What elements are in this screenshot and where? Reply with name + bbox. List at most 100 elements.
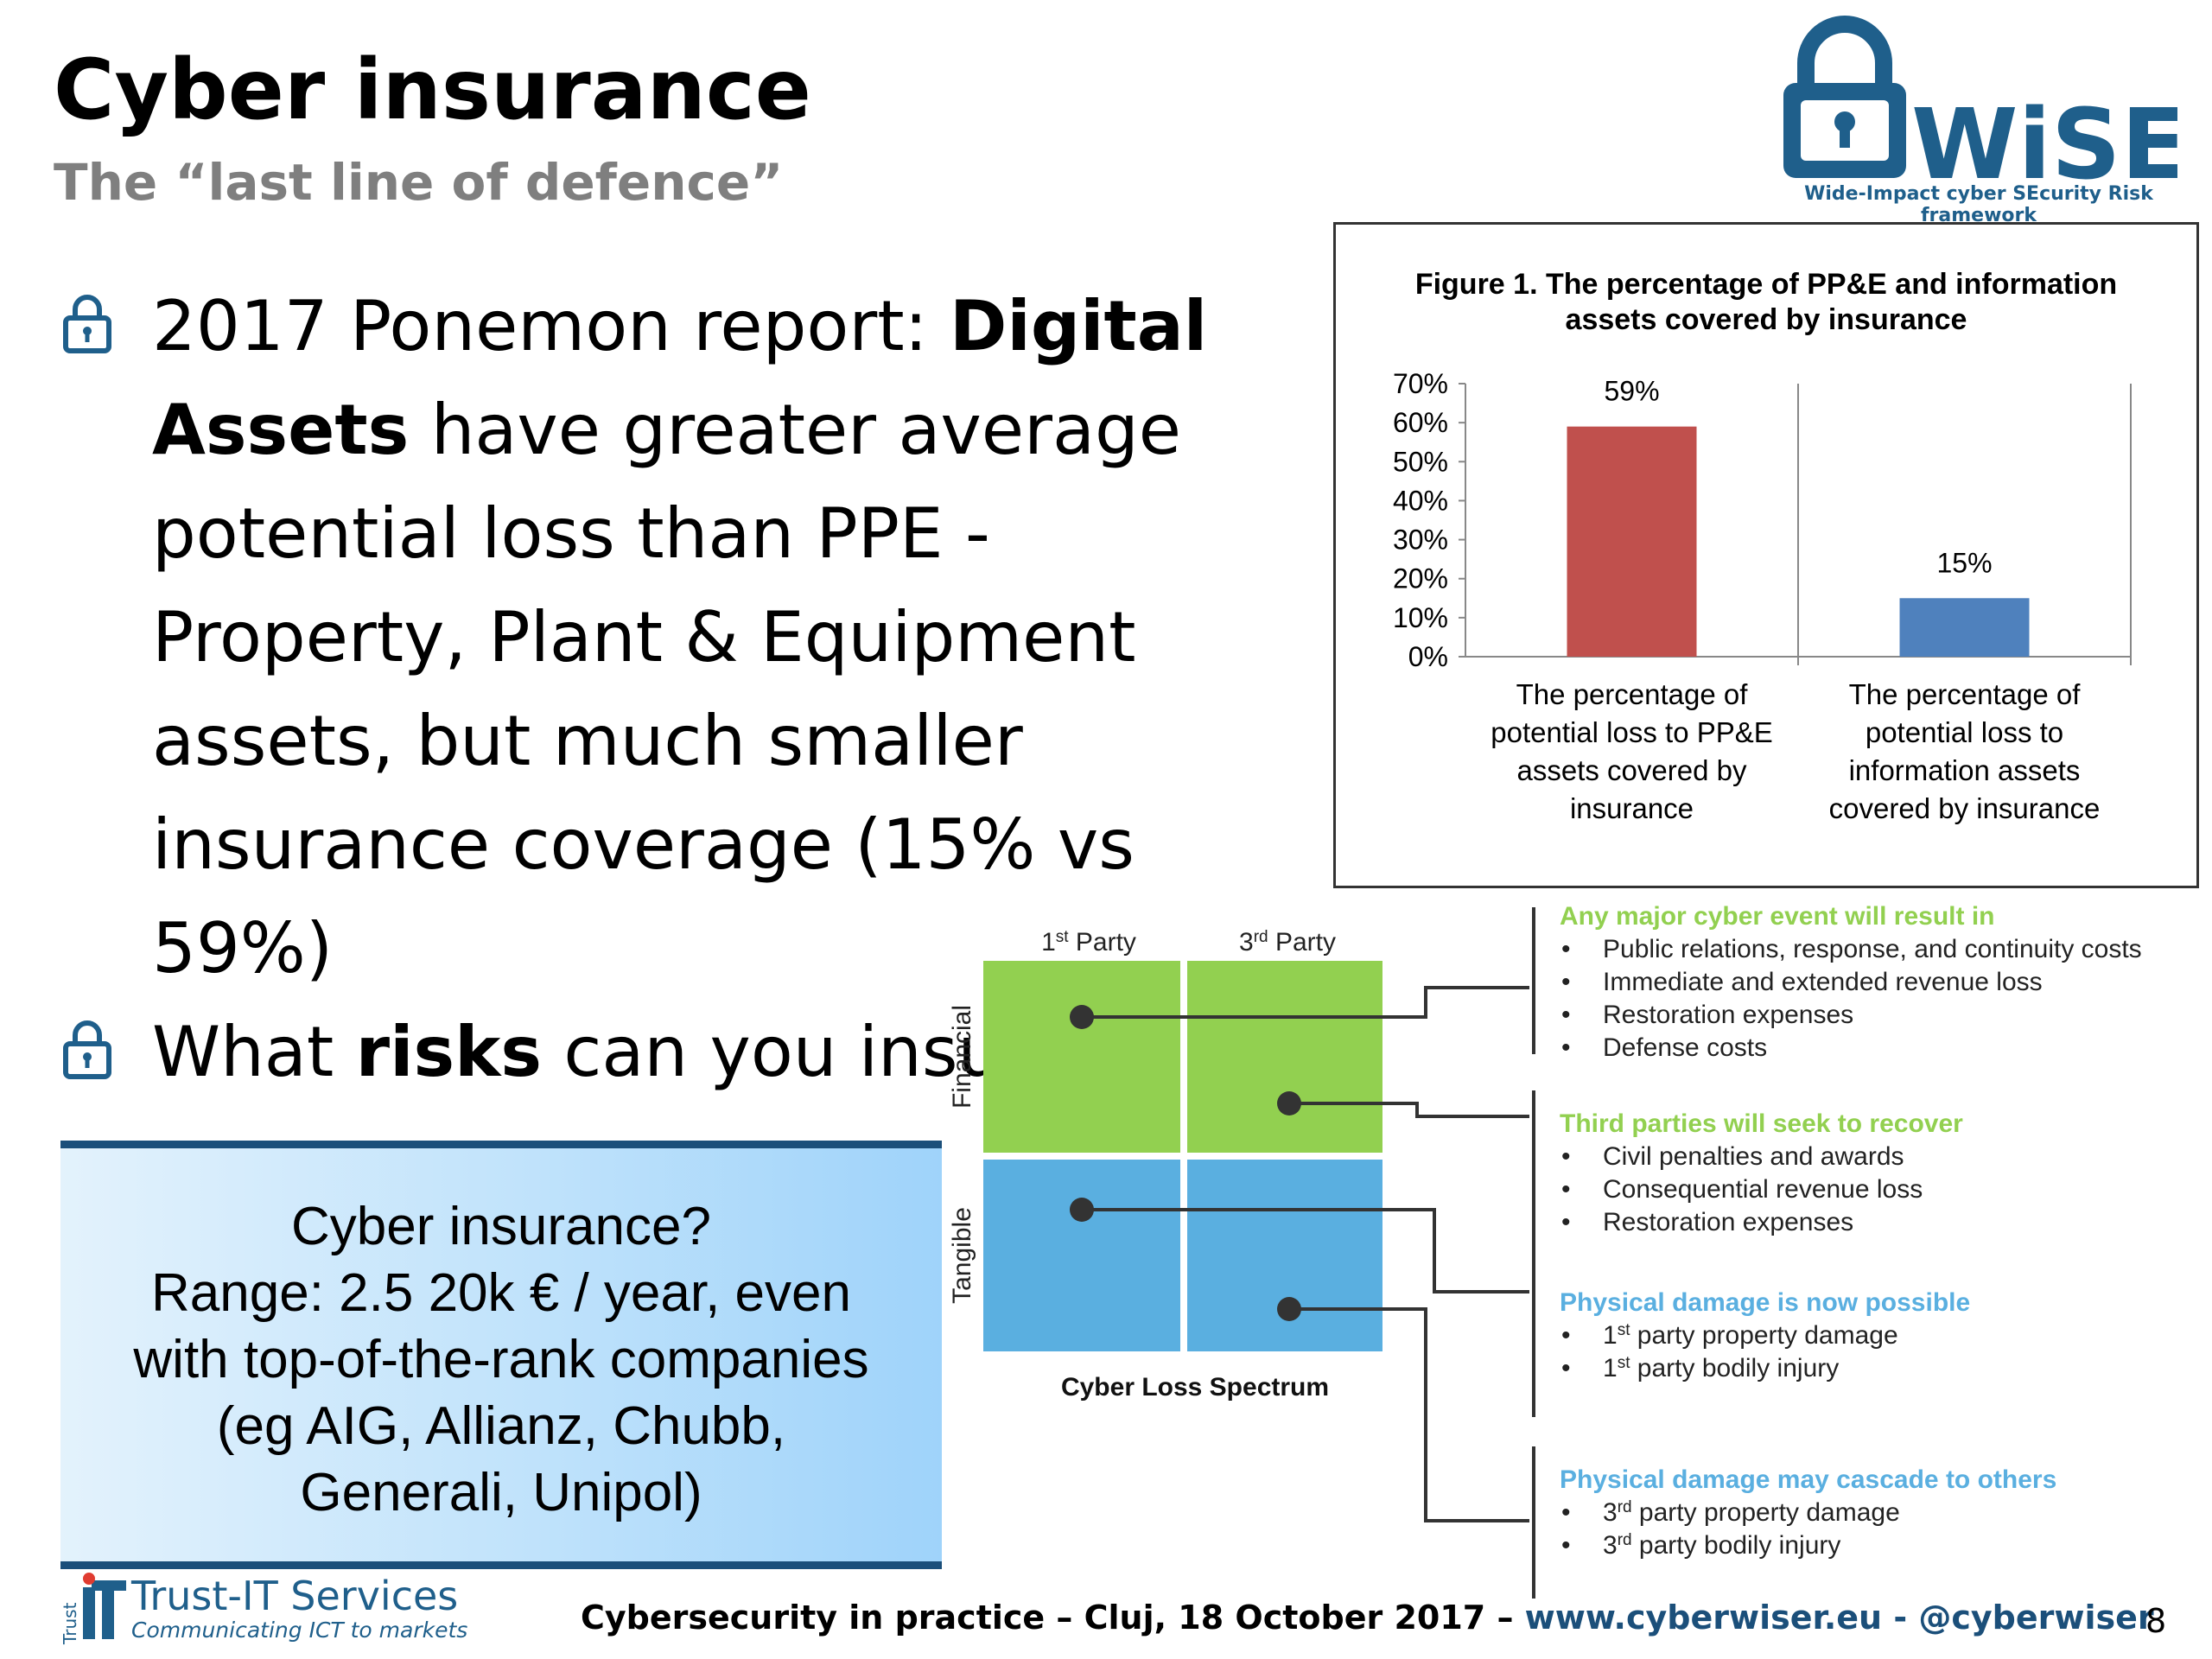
trust-it-mark-text: Trust [60, 1602, 80, 1645]
quadrant-tangible-1st-party [983, 1160, 1180, 1351]
y-tick-label: 40% [1393, 485, 1448, 516]
footer-company-tagline: Communicating ICT to markets [131, 1618, 467, 1643]
callout-line: Cyber insurance? [291, 1197, 711, 1256]
x-category-label: insurance [1570, 792, 1694, 824]
connector-dot [1277, 1091, 1301, 1116]
page-number: 8 [2145, 1602, 2167, 1640]
group-item: Civil penalties and awards [1603, 1142, 1904, 1171]
footer-twitter-handle[interactable]: @cyberwiser [1918, 1599, 2154, 1637]
x-category-label: assets covered by [1517, 754, 1747, 786]
column-header: 3rd Party [1239, 928, 1336, 957]
y-tick-label: 0% [1408, 641, 1448, 672]
column-header: 1st Party [1041, 928, 1136, 957]
group-heading: Third parties will seek to recover [1560, 1109, 1963, 1138]
bullet-emphasis: Digital Assets [152, 286, 1208, 470]
group-item: Immediate and extended revenue loss [1603, 968, 2043, 996]
bullet-ponemon: 2017 Ponemon report: Digital Assets have… [60, 275, 1305, 1001]
connector-dot [1070, 1198, 1094, 1222]
x-category-label: The percentage of [1849, 678, 2082, 710]
group-heading: Physical damage is now possible [1560, 1288, 1970, 1317]
x-category-label: potential loss to PP&E [1491, 716, 1773, 748]
group-item: Public relations, response, and continui… [1603, 935, 2142, 963]
padlock-icon [1783, 16, 1906, 178]
footer-website-link[interactable]: www.cyberwiser.eu [1524, 1599, 1883, 1637]
bullet-dot: • [1561, 1321, 1571, 1350]
quadrant-financial-3rd-party [1187, 961, 1382, 1153]
y-tick-label: 70% [1393, 368, 1448, 399]
group-item: Defense costs [1603, 1033, 1767, 1062]
connector-line [1082, 1208, 1529, 1294]
bullet-text: 2017 Ponemon report: [152, 286, 950, 366]
figure-1-box: Figure 1. The percentage of PP&E and inf… [1333, 222, 2199, 888]
bullet-dot: • [1561, 935, 1571, 963]
connector-line [1082, 986, 1529, 1019]
y-tick-label: 20% [1393, 563, 1448, 594]
callout-line: (eg AIG, Allianz, Chubb, [216, 1396, 786, 1456]
quadrant-financial-1st-party [983, 961, 1180, 1153]
bullet-dot: • [1561, 968, 1571, 996]
bullet-emphasis: risks [355, 1012, 542, 1092]
bullet-dot: • [1561, 1354, 1571, 1382]
footer-event: Cybersecurity in practice – Cluj, 18 Oct… [581, 1599, 2154, 1637]
logo-wordmark: WiSER [1911, 89, 2177, 201]
slide-title: Cyber insurance [54, 41, 811, 138]
spectrum-caption: Cyber Loss Spectrum [1061, 1373, 1329, 1402]
group-item: Restoration expenses [1603, 1001, 1853, 1029]
group-item: 1st party bodily injury [1603, 1354, 1839, 1383]
bullet-text: What [152, 1012, 356, 1092]
bullet-dot: • [1561, 1142, 1571, 1171]
quadrant-tangible-3rd-party [1187, 1160, 1382, 1351]
x-category-label: covered by insurance [1829, 792, 2101, 824]
row-label: Tangible [948, 1207, 976, 1304]
group-item: Restoration expenses [1603, 1208, 1853, 1236]
callout-line: with top-of-the-rank companies [133, 1330, 869, 1389]
bullet-list: 2017 Ponemon report: Digital Assets have… [60, 275, 1305, 1104]
y-tick-label: 60% [1393, 407, 1448, 438]
group-item: Consequential revenue loss [1603, 1175, 1923, 1204]
slide-subtitle: The “last line of defence” [54, 153, 784, 212]
bullet-dot: • [1561, 1033, 1571, 1062]
connector-dot [1277, 1297, 1301, 1321]
group-item: 1st party property damage [1603, 1321, 1898, 1351]
bullet-dot: • [1561, 1498, 1571, 1527]
footer-event-text: Cybersecurity in practice – Cluj, 18 Oct… [581, 1599, 1525, 1637]
bullet-dot: • [1561, 1001, 1571, 1029]
callout-line: Generali, Unipol) [300, 1463, 702, 1522]
padlock-icon [63, 1020, 111, 1079]
callout-line: Range: 2.5 20k € / year, even [151, 1263, 851, 1323]
y-tick-label: 50% [1393, 446, 1448, 477]
group-item: 3rd party property damage [1603, 1498, 1900, 1528]
connector-line [1289, 1307, 1529, 1522]
logo-tagline: Wide-Impact cyber SEcurity Risk framewor… [1804, 183, 2153, 226]
x-category-label: potential loss to [1866, 716, 2063, 748]
y-tick-label: 10% [1393, 602, 1448, 633]
chart-title-line: assets covered by insurance [1566, 303, 1967, 336]
group-heading: Any major cyber event will result in [1560, 902, 1995, 931]
bullet-dot: • [1561, 1175, 1571, 1204]
bullet-text: have greater average potential loss than… [152, 390, 1181, 988]
padlock-icon [63, 295, 111, 353]
bullet-dot: • [1561, 1531, 1571, 1560]
chart-title-line: Figure 1. The percentage of PP&E and inf… [1415, 268, 2117, 301]
group-heading: Physical damage may cascade to others [1560, 1465, 2056, 1494]
bullet-dot: • [1561, 1208, 1571, 1236]
bar [1567, 426, 1697, 657]
cyber-loss-spectrum: 1st Party 3rd Party Financial Tangible Cyber… [948, 902, 2142, 1599]
connector-line [1289, 1102, 1529, 1118]
coverage-bar-chart: Figure 1. The percentage of PP&E and inf… [1393, 268, 2132, 824]
x-category-label: information assets [1849, 754, 2081, 786]
y-tick-label: 30% [1393, 524, 1448, 556]
footer-company-name: Trust-IT Services [130, 1573, 458, 1619]
data-label: 59% [1604, 376, 1659, 407]
connector-dot [1070, 1005, 1094, 1029]
footer-separator: - [1882, 1599, 1919, 1637]
row-label: Financial [948, 1005, 976, 1109]
x-category-label: The percentage of [1516, 678, 1749, 710]
trust-it-logo: Trust Trust-IT Services Communicating IC… [60, 1573, 467, 1645]
callout-text: Cyber insurance? Range: 2.5 20k € / year… [60, 1193, 942, 1526]
group-item: 3rd party bodily injury [1603, 1531, 1840, 1560]
bar [1899, 598, 2030, 657]
data-label: 15% [1936, 547, 1992, 578]
wiser-logo: WiSER [1783, 16, 2177, 201]
insurance-callout: Cyber insurance? Range: 2.5 20k € / year… [60, 1141, 942, 1569]
